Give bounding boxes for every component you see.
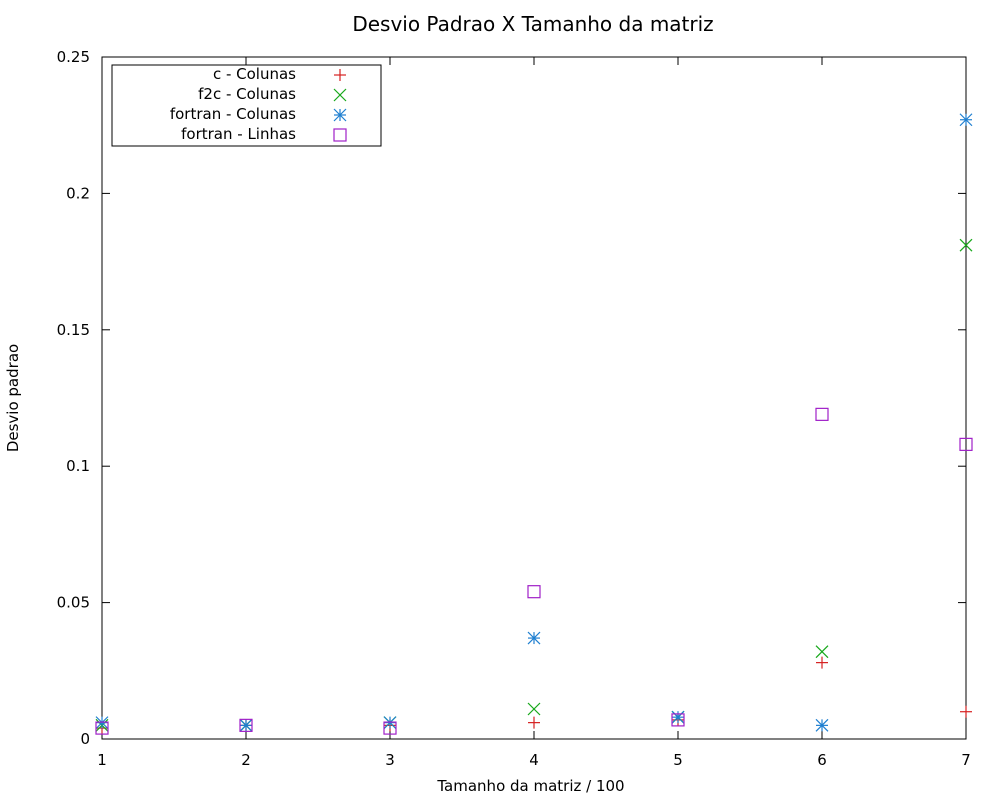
legend-entry-label: f2c - Colunas (198, 85, 296, 103)
data-point-square (95, 721, 109, 735)
data-point-square (383, 721, 397, 735)
x-tick-label: 3 (385, 751, 395, 769)
y-tick-label: 0.15 (57, 321, 90, 339)
x-tick-label: 2 (241, 751, 251, 769)
y-tick-label: 0.25 (57, 48, 90, 66)
x-tick-label: 4 (529, 751, 539, 769)
x-tick-label: 7 (961, 751, 971, 769)
data-point-star (959, 113, 973, 127)
y-tick-label: 0 (80, 730, 90, 748)
x-tick-label: 1 (97, 751, 107, 769)
data-point-square (815, 407, 829, 421)
data-point-plus (816, 656, 828, 669)
chart-title: Desvio Padrao X Tamanho da matriz (352, 12, 713, 36)
axis-ticks: 1 2 3 4 5 6 7 0 0.05 0.1 0.15 0.2 0.25 (57, 48, 971, 769)
legend-marker-plus (334, 69, 346, 81)
legend-marker-square (333, 128, 347, 142)
data-point-plus (960, 705, 972, 718)
y-tick-label: 0.05 (57, 594, 90, 612)
legend: c - Colunas f2c - Colunas fortran - Coluna… (111, 64, 382, 147)
data-point-cross (959, 238, 973, 252)
data-point-cross (815, 645, 829, 659)
legend-entry-label: fortran - Linhas (181, 125, 296, 143)
data-point-square (671, 713, 685, 727)
x-tick-label: 6 (817, 751, 827, 769)
data-point-plus (528, 716, 540, 729)
legend-entry-label: c - Colunas (213, 65, 296, 83)
y-tick-label: 0.2 (66, 184, 90, 202)
x-tick-label: 5 (673, 751, 683, 769)
legend-entry-label: fortran - Colunas (170, 105, 296, 123)
data-point-cross (527, 702, 541, 716)
data-point-square (239, 718, 253, 732)
data-point-star (527, 631, 541, 645)
data-point-star (815, 718, 829, 732)
data-marks (95, 113, 973, 735)
data-point-star (239, 718, 253, 732)
legend-marker-cross (333, 88, 347, 102)
y-tick-label: 0.1 (66, 457, 90, 475)
legend-marker-star (333, 108, 347, 122)
x-axis-label: Tamanho da matriz / 100 (436, 777, 624, 795)
data-point-square (527, 585, 541, 599)
y-axis-label: Desvio padrao (4, 344, 22, 452)
data-point-square (959, 437, 973, 451)
legend-box (111, 64, 382, 147)
data-point-star (671, 710, 685, 724)
